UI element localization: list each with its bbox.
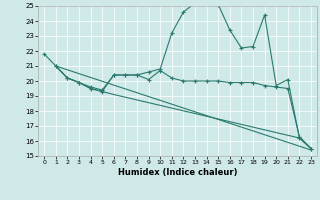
X-axis label: Humidex (Indice chaleur): Humidex (Indice chaleur) xyxy=(118,168,237,177)
